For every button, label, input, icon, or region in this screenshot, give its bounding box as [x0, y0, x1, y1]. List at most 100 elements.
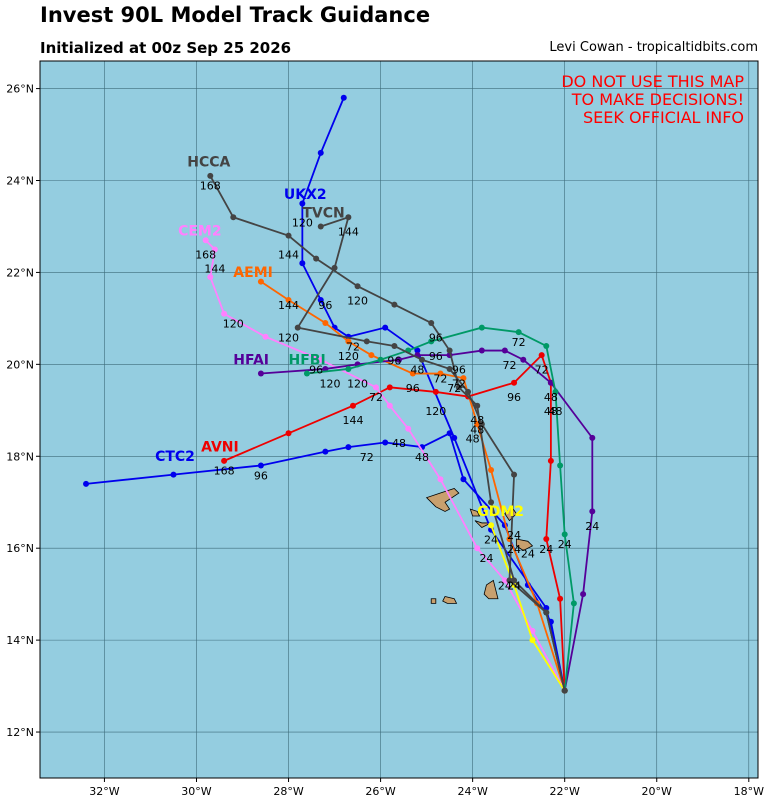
forecast-hour-label: 120 [347, 377, 368, 390]
forecast-hour-label: 120 [319, 377, 340, 390]
track-point [511, 577, 518, 584]
track-point [543, 342, 550, 349]
track-point [432, 388, 439, 395]
track-point [317, 356, 324, 363]
track-point [354, 283, 361, 290]
forecast-hour-label: 168 [214, 465, 235, 478]
track-point [207, 274, 214, 281]
track-point [511, 471, 518, 478]
track-point [221, 310, 228, 317]
track-point [511, 379, 518, 386]
track-point [520, 356, 527, 363]
track-point [547, 379, 554, 386]
model-label: HFBI [289, 352, 326, 368]
forecast-hour-label: 48 [470, 423, 484, 436]
track-point [322, 319, 329, 326]
track-point [478, 324, 485, 331]
forecast-hour-label: 48 [544, 391, 558, 404]
forecast-hour-label: 168 [195, 249, 216, 262]
track-point [543, 536, 550, 542]
model-label: TVCN [302, 205, 344, 221]
ocean-background [40, 61, 758, 778]
track-point [340, 94, 347, 101]
forecast-hour-label: 72 [346, 341, 360, 354]
track-point [460, 476, 467, 483]
track-point [230, 214, 237, 221]
track-point [322, 448, 329, 455]
track-point [580, 591, 587, 598]
island-shape [515, 538, 534, 551]
track-line [490, 524, 566, 692]
track-point [303, 370, 310, 377]
x-tick-label: 20°W [642, 785, 672, 798]
forecast-hour-label: 96 [254, 469, 268, 482]
forecast-hour-label: 96 [429, 331, 443, 344]
track-point [211, 246, 218, 253]
track-point [83, 480, 90, 487]
track-point [428, 338, 435, 345]
model-label: CTC2 [155, 449, 195, 465]
forecast-hour-label: 72 [535, 364, 549, 377]
forecast-hour-label: 72 [433, 373, 447, 386]
track-point [589, 434, 596, 441]
track-point [501, 347, 508, 354]
island-shape [504, 506, 517, 522]
track-point [317, 149, 324, 156]
track-point [538, 352, 545, 359]
track-point [543, 609, 550, 616]
island-shape [469, 508, 481, 517]
track-point [474, 402, 481, 409]
island-shape [483, 579, 499, 600]
track-point [437, 476, 444, 483]
track-point [557, 595, 564, 602]
island-shape [430, 598, 437, 604]
track-point [543, 604, 550, 611]
forecast-hour-label: 96 [387, 354, 401, 367]
track-point [446, 347, 453, 354]
track-point [465, 388, 472, 395]
forecast-hour-label: 48 [544, 405, 558, 418]
track-point [501, 577, 508, 584]
track-point [488, 467, 495, 474]
track-point [317, 297, 324, 303]
track-point [345, 214, 352, 221]
x-tick-label: 26°W [365, 785, 395, 798]
x-tick-label: 22°W [550, 785, 580, 798]
track-point [405, 425, 412, 432]
track-point [547, 457, 554, 464]
forecast-hour-label: 144 [204, 262, 225, 275]
track-point [515, 329, 522, 336]
forecast-hour-label: 24 [498, 580, 512, 593]
credit-text: Levi Cowan - tropicaltidbits.com [549, 40, 758, 55]
y-tick-label: 14°N [6, 634, 34, 647]
track-point [446, 365, 453, 372]
track-point [299, 260, 306, 267]
track-point [474, 545, 481, 552]
forecast-hour-label: 48 [548, 405, 562, 418]
forecast-hour-label: 120 [223, 318, 244, 331]
forecast-hour-label: 120 [278, 331, 299, 344]
warning-text: SEEK OFFICIAL INFO [583, 108, 744, 127]
model-label: GDM2 [477, 504, 524, 520]
model-label: HCCA [187, 155, 230, 171]
forecast-hour-label: 120 [347, 295, 368, 308]
forecast-hour-label: 24 [507, 543, 521, 556]
track-point [317, 223, 324, 230]
track-point [331, 264, 338, 271]
warning-text: DO NOT USE THIS MAP [561, 72, 744, 91]
x-tick-label: 32°W [89, 785, 119, 798]
track-point [257, 462, 264, 469]
forecast-hour-label: 120 [338, 350, 359, 363]
track-point [561, 687, 568, 694]
y-tick-label: 16°N [6, 542, 34, 555]
model-label: AVNI [201, 440, 239, 456]
island-shape [442, 595, 458, 604]
forecast-hour-label: 144 [342, 414, 363, 427]
model-label: UKX2 [284, 187, 327, 203]
init-time-subtitle: Initialized at 00z Sep 25 2026 [40, 39, 292, 57]
forecast-hour-label: 144 [278, 299, 299, 312]
track-point [202, 237, 209, 244]
track-line [205, 239, 566, 692]
track-point [589, 508, 596, 515]
track-point [285, 430, 292, 437]
